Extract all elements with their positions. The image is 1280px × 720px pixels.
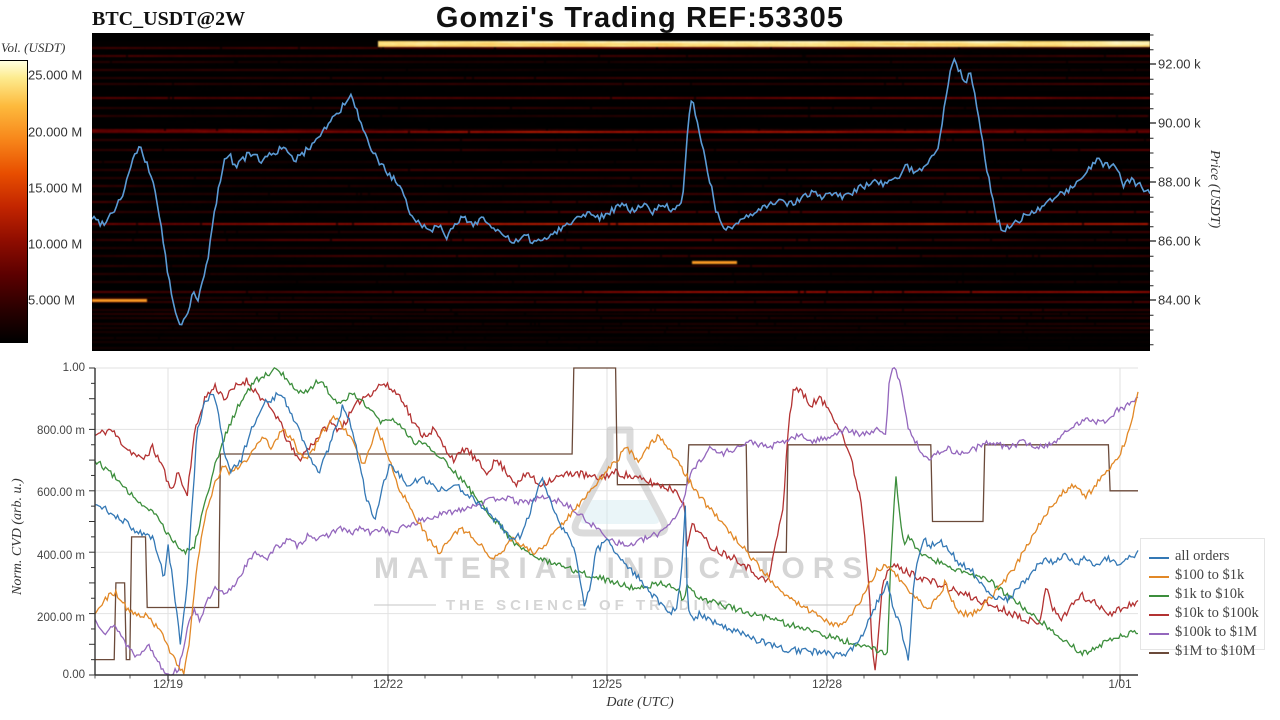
svg-text:MATERIAL INDICATORS: MATERIAL INDICATORS [374,552,870,585]
